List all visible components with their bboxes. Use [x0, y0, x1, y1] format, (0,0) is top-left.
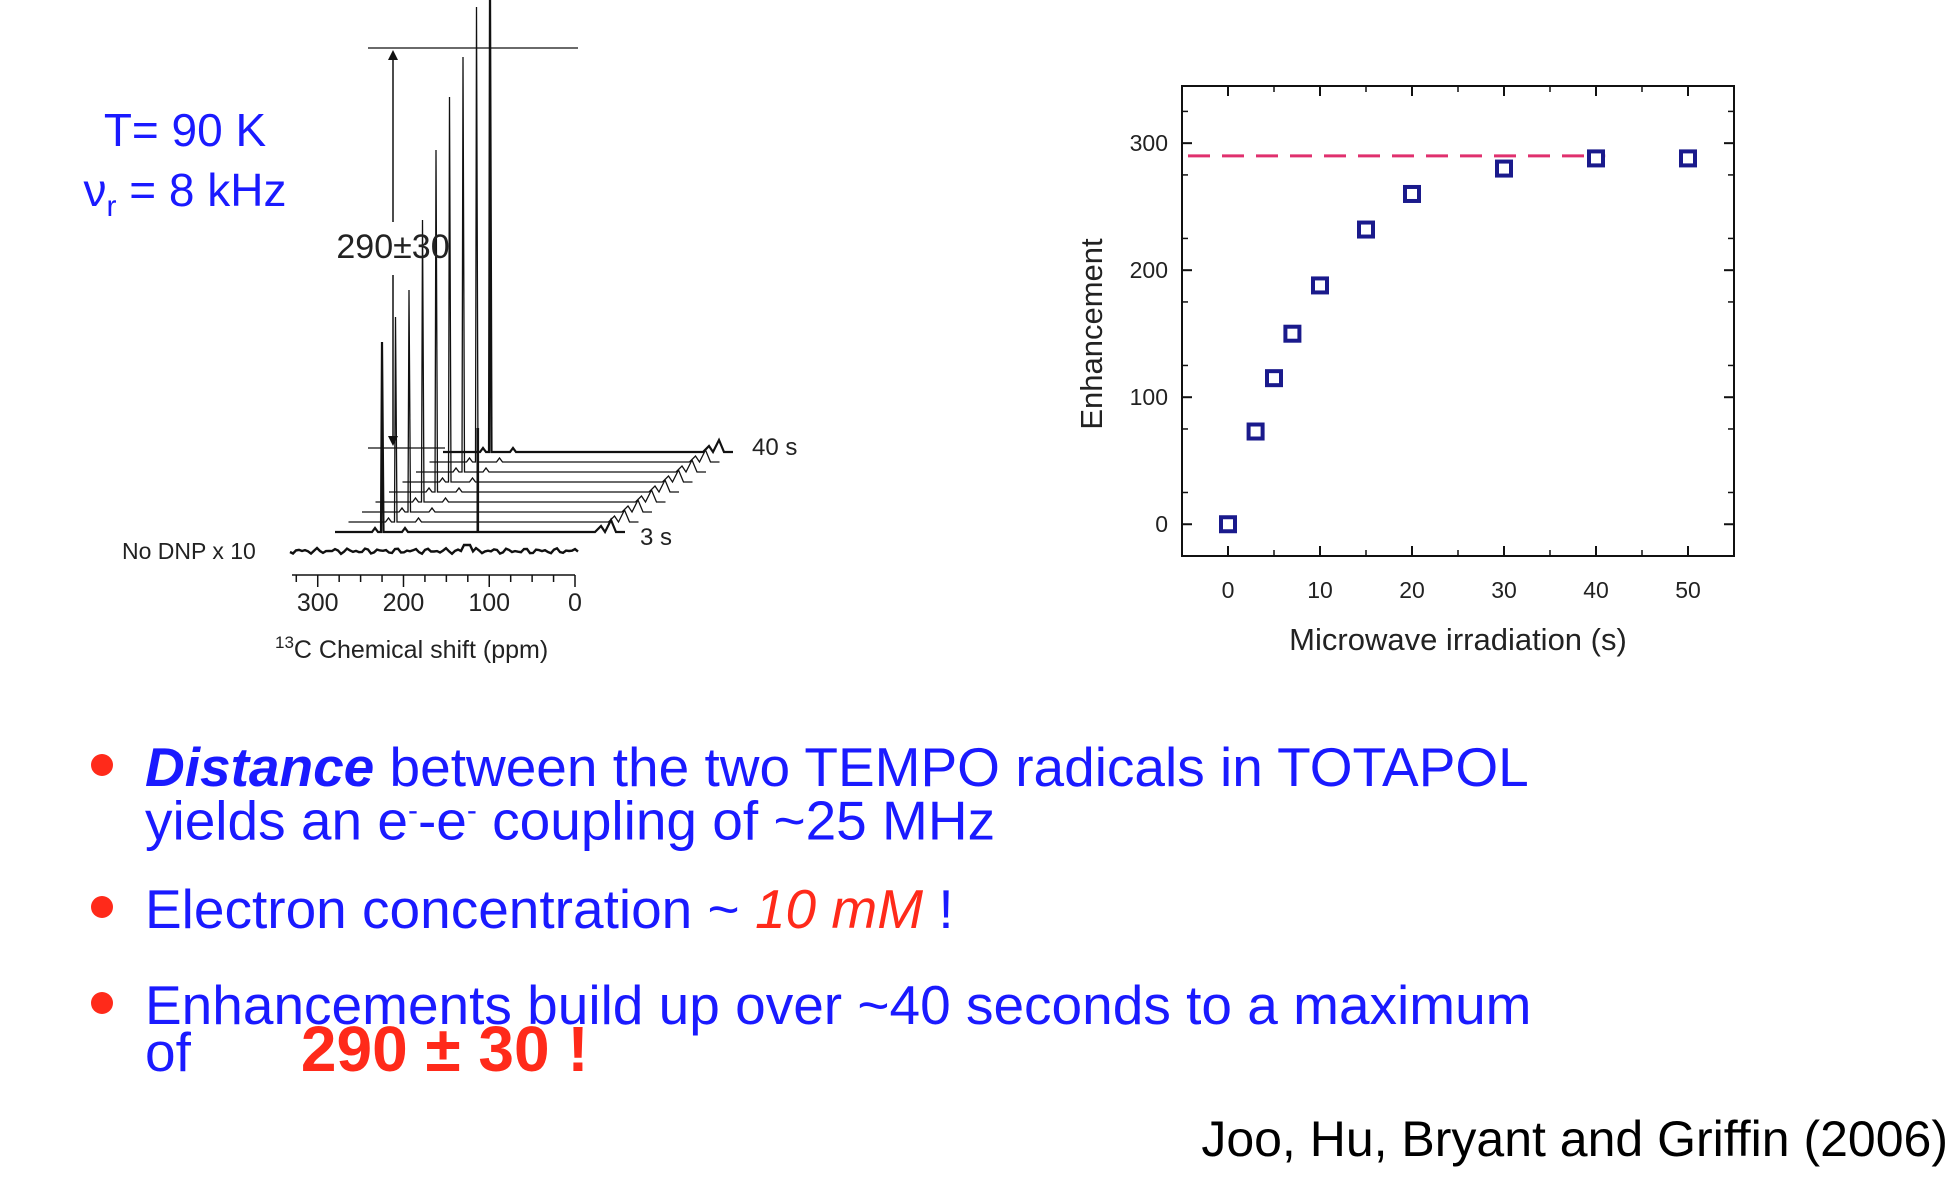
x-tick-label: 40 — [1583, 577, 1609, 603]
data-point — [1283, 324, 1302, 343]
data-point — [1403, 184, 1421, 203]
data-point — [1246, 422, 1265, 441]
dnp-trace — [362, 289, 652, 514]
bullet-text: Electron concentration ~ 10 mM ! — [145, 882, 954, 937]
enhancement-scatter-chart: 0 10 20 30 40 50 0 100 200 300 Microwave irradiat… — [1074, 85, 1735, 657]
dnp-trace — [443, 0, 733, 455]
y-axis-label: Enhancement — [1074, 238, 1109, 430]
temperature-label: T= 90 K — [103, 104, 267, 156]
bullet-text-rest: between the two TEMPO radicals in TOTAPO… — [374, 736, 1529, 798]
x-tick-label: 20 — [1399, 577, 1425, 603]
spectra-tick-label: 200 — [383, 589, 425, 617]
experiment-conditions: T= 90 K νr = 8 kHz — [40, 100, 330, 237]
no-dnp-label: No DNP x 10 — [122, 538, 256, 564]
dnp-trace — [429, 6, 720, 464]
data-point — [1587, 149, 1605, 168]
spectra-x-axis: 300 200 100 0 — [292, 574, 582, 617]
dnp-trace — [335, 341, 625, 535]
spin-rate-label: νr = 8 kHz — [40, 160, 330, 237]
spectra-x-axis-title: 13C Chemical shift (ppm) — [275, 633, 548, 664]
bracket-arrow-down — [388, 436, 398, 446]
concentration-tail: ! — [923, 878, 954, 940]
spectra-traces — [289, 0, 733, 556]
bullet-dot — [91, 754, 113, 776]
y-tick-label: 0 — [1155, 511, 1168, 537]
nu-symbol: ν — [83, 164, 107, 216]
y-tick-label: 100 — [1130, 384, 1168, 410]
dnp-trace — [348, 316, 639, 524]
x-tick-label: 30 — [1491, 577, 1517, 603]
bracket-arrow-up — [388, 50, 398, 60]
data-point — [1311, 276, 1329, 295]
stacked-spectra-chart: 300 200 100 0 290±30 40 s 3 s No DNP x 10 1… — [122, 0, 797, 664]
first-trace-label: 3 s — [640, 524, 672, 551]
buildup-of: of — [145, 1021, 191, 1083]
bullet-emphasis: Distance — [145, 736, 375, 798]
plot-axes: 0 10 20 30 40 50 0 100 200 300 — [1130, 86, 1735, 603]
bullet-dot — [91, 896, 113, 918]
dnp-trace — [389, 149, 679, 494]
line2-part-c: coupling of ~25 MHz — [476, 789, 996, 852]
data-points — [1219, 149, 1697, 534]
x-tick-label: 50 — [1675, 577, 1701, 603]
bullet-dot — [91, 992, 113, 1014]
enhancement-bracket — [368, 47, 578, 449]
x-tick-label: 0 — [1222, 577, 1235, 603]
dnp-trace — [402, 96, 693, 484]
data-point — [1265, 369, 1283, 388]
spectra-tick-label: 0 — [568, 589, 582, 617]
concentration-text: Electron concentration ~ — [145, 878, 755, 940]
last-trace-label: 40 s — [752, 434, 797, 461]
bullet-text: Distance between the two TEMPO radicals … — [145, 740, 1529, 795]
x-axis-label: Microwave irradiation (s) — [1289, 622, 1627, 657]
x-axis-isotope-sup: 13 — [275, 633, 294, 652]
line2-part-b: -e — [417, 789, 467, 852]
data-point — [1495, 159, 1513, 178]
electron-sup-2: - — [466, 794, 477, 827]
bullet-text-line2: yields an e--e- coupling of ~25 MHz — [145, 784, 995, 848]
x-tick-label: 10 — [1307, 577, 1333, 603]
spectra-tick-label: 300 — [297, 589, 339, 617]
y-tick-label: 200 — [1130, 257, 1168, 283]
y-tick-label: 300 — [1130, 130, 1168, 156]
x-axis-label: C Chemical shift (ppm) — [294, 636, 548, 664]
bullet-text: Enhancements build up over ~40 seconds t… — [145, 974, 1532, 1036]
max-enhancement-value: 290 ± 30 ! — [300, 1013, 589, 1085]
data-point — [1679, 149, 1697, 168]
citation: Joo, Hu, Bryant and Griffin (2006) — [1201, 1111, 1948, 1167]
data-point — [1357, 220, 1375, 239]
electron-sup-1: - — [407, 794, 418, 827]
nu-subscript: r — [106, 190, 117, 224]
spectra-tick-label: 100 — [468, 589, 510, 617]
spin-rate-value: = 8 kHz — [116, 164, 287, 216]
dnp-trace — [416, 56, 706, 474]
no-dnp-trace — [289, 543, 579, 556]
dnp-trace — [375, 219, 666, 504]
bracket-label: 290±30 — [336, 228, 449, 266]
data-point — [1219, 515, 1237, 534]
concentration-value: 10 mM — [754, 878, 924, 940]
line2-part-a: yields an e — [145, 789, 408, 852]
bullet-text-line2: of 290 ± 30 ! — [145, 1017, 589, 1081]
